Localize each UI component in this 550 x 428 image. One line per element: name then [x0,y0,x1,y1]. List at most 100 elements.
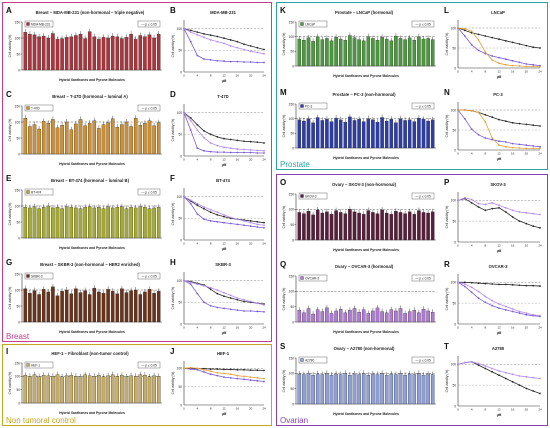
data-point [491,370,494,373]
bar [110,291,115,323]
bar [74,376,78,404]
legend: A2780 [298,356,328,364]
data-point [504,120,507,123]
data-point [249,300,252,303]
data-point [518,143,521,146]
bar [375,374,380,405]
y-tick-label: 50 [178,49,182,53]
bar [64,375,69,404]
data-point [511,64,514,67]
y-tick-label: 0 [180,70,182,74]
bar [55,39,60,71]
bar [101,124,106,155]
x-tick-label: 24 [262,326,266,330]
y-tick-label: 100 [177,195,183,199]
data-point [457,109,459,111]
data-point [196,54,199,57]
data-point [539,125,541,127]
data-point [539,226,541,229]
data-point [491,201,494,204]
data-point [216,136,219,138]
data-point [229,216,232,219]
bar [92,36,97,71]
data-point [539,213,541,216]
data-point [183,367,185,370]
y-tick-label: 100 [177,279,183,283]
bar [97,375,101,404]
data-point [229,60,232,63]
data-point [223,151,225,153]
bar [352,373,357,405]
data-point [209,220,212,222]
y-tick-label: 0 [180,322,182,326]
bar-chart-title: Ovary – A2780 (non-hormonal) [334,346,395,351]
data-point [463,27,466,30]
data-point [532,65,535,68]
x-tick-label: 12 [497,70,501,74]
bar-chart-skbr-3: Breast – SKBR-3 (non-hormonal – HER2 enr… [8,262,162,334]
data-point [209,373,212,376]
bar [120,124,124,155]
bar [60,291,64,323]
data-point [256,226,259,228]
y-tick-label: 0 [18,152,20,156]
bar [152,293,156,323]
bar [329,40,334,67]
data-point [511,308,514,310]
data-point [256,223,259,226]
x-tick-label: 12 [222,407,226,411]
line-y-axis-label: Cell viability (%) [445,206,449,229]
data-point [216,144,219,147]
bar-chart-title: Breast – T-47D (hormonal – luminal A) [52,94,128,99]
data-point [229,39,232,41]
data-point [463,109,466,111]
bar [83,125,87,155]
data-point [470,201,473,204]
data-point [263,48,265,51]
legend-swatch [300,358,304,362]
data-point [532,284,535,287]
y-tick-label: 0 [180,238,182,242]
data-point [209,34,212,37]
series-line [183,28,264,63]
bar [329,313,334,323]
data-point [243,298,245,301]
data-point [243,140,245,143]
significance-box [137,188,161,196]
bar-y-axis-label: Cell viability (%) [8,203,12,226]
legend: LNCaP [298,20,328,28]
data-point [183,111,185,114]
data-point [477,297,480,300]
bar [129,290,133,323]
line-chart-a2780: A2780 0 50 100 0 4 8 12 16 20 24 μM Cell viability (… [445,346,542,417]
bar [403,313,407,323]
bar [325,373,329,405]
data-point [203,32,205,35]
bar-y-axis-label: Cell viability (%) [282,115,286,138]
y-tick-label: 50 [16,220,20,224]
bar-chart-bt-474: Breast – BT-474 (hormonal – luminal B) 0 5… [8,178,162,250]
data-point [249,379,252,381]
data-point [470,30,473,33]
y-tick-label: 50 [452,219,456,223]
bar [23,32,28,71]
legend-swatch [300,276,304,280]
bar [412,40,417,67]
bar [348,310,352,323]
bar [46,123,51,155]
bar-chart-t-47d: Breast – T-47D (hormonal – luminal A) 0 50… [8,94,162,166]
bar [37,208,41,239]
prostate-group-label: Prostate [280,160,310,169]
bar-chart-a2780: Ovary – A2780 (non-hormonal) 0 50 100 150 A27… [282,346,436,416]
bar [325,38,329,67]
breast-group-box [2,2,272,342]
bar [41,207,46,239]
bar [147,376,152,404]
data-point [196,31,199,34]
bar [110,35,115,71]
line-y-axis-label: Cell viability (%) [171,372,175,395]
bar [421,308,426,323]
bar [302,374,306,405]
data-point [477,49,480,52]
data-point [189,366,192,369]
